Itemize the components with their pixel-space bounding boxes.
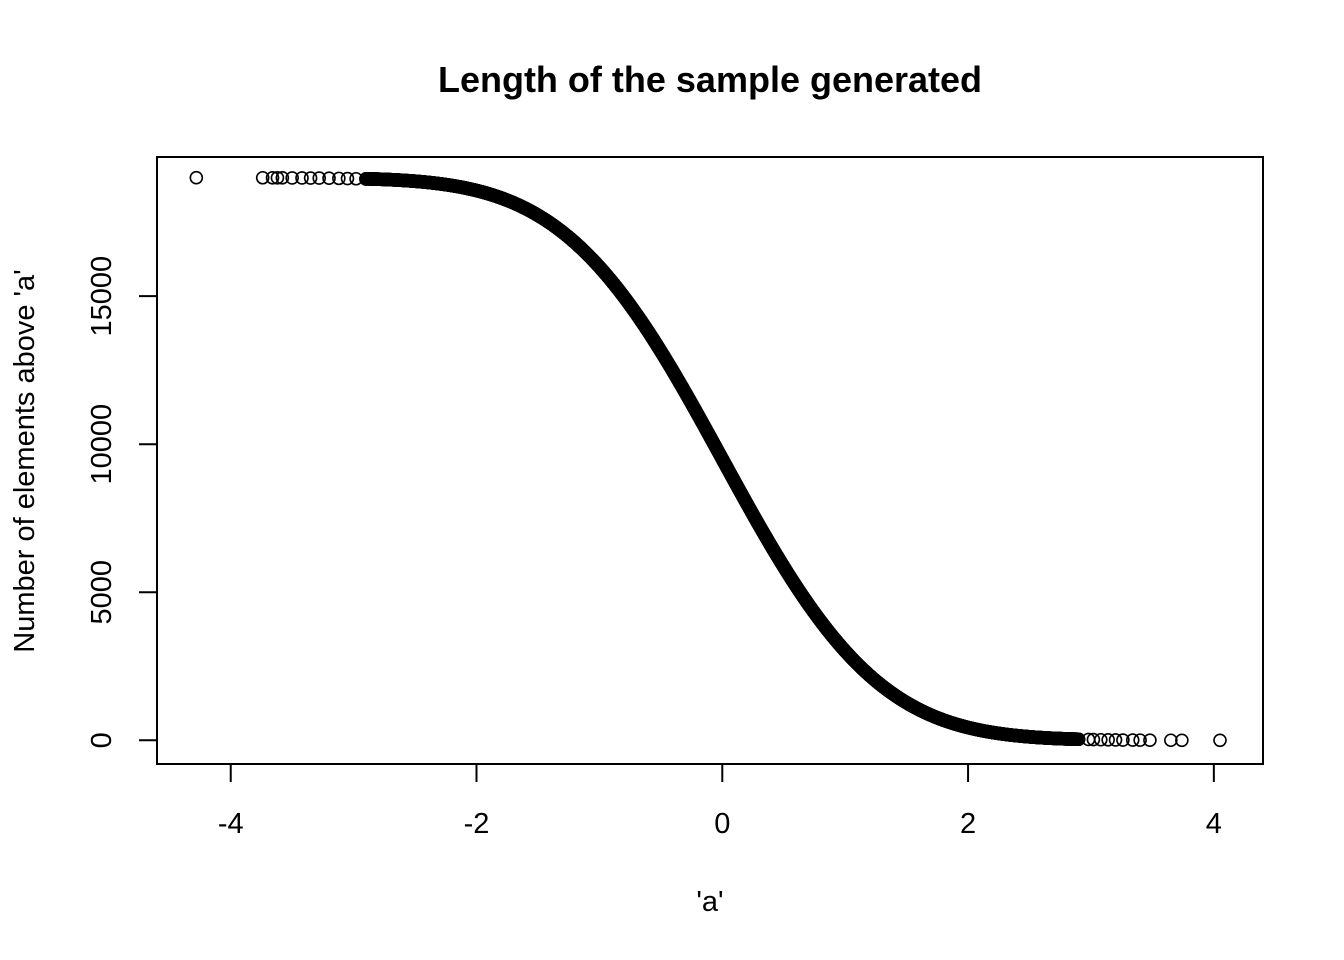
data-point: [1164, 733, 1178, 748]
data-point: [312, 171, 327, 185]
x-tick-label: 4: [1206, 808, 1222, 840]
y-axis: 0 5000 10000 15000: [86, 256, 158, 748]
data-point: [1086, 732, 1101, 747]
data-point: [1133, 733, 1147, 747]
data-point: [1143, 733, 1157, 747]
data-point: [332, 171, 346, 186]
data-point: [359, 172, 373, 186]
y-tick-label: 0: [86, 732, 118, 748]
y-tick-label: 15000: [86, 256, 118, 337]
data-point: [285, 171, 299, 185]
data-point: [1101, 733, 1115, 747]
y-tick-label: 10000: [86, 404, 118, 485]
data-point: [1071, 732, 1086, 747]
y-tick-label: 5000: [86, 560, 118, 625]
data-point: [1175, 733, 1189, 748]
data-points: [189, 170, 1227, 748]
chart-title: Length of the sample generated: [438, 59, 982, 100]
x-tick-label: 2: [960, 808, 976, 840]
data-point: [322, 171, 336, 186]
x-axis-label: 'a': [696, 886, 723, 918]
x-axis: -4 -2 0 2 4: [218, 763, 1222, 840]
plot-area-frame: [156, 156, 1264, 765]
data-point: [295, 171, 309, 185]
data-point: [1108, 733, 1123, 747]
data-point: [270, 171, 285, 185]
x-tick-label: -4: [218, 808, 244, 840]
data-point: [1116, 733, 1130, 747]
data-point: [189, 170, 204, 185]
data-point: [340, 171, 355, 186]
data-point: [349, 171, 363, 186]
y-axis-label: Number of elements above 'a': [9, 269, 41, 652]
data-point: [255, 170, 270, 185]
x-tick-label: -2: [464, 808, 490, 840]
data-point: [1213, 733, 1227, 748]
data-point: [1125, 733, 1140, 747]
x-tick-label: 0: [714, 808, 730, 840]
data-point: [265, 170, 280, 185]
data-point: [1093, 732, 1108, 747]
data-point: [303, 171, 318, 185]
data-point: [275, 171, 290, 185]
